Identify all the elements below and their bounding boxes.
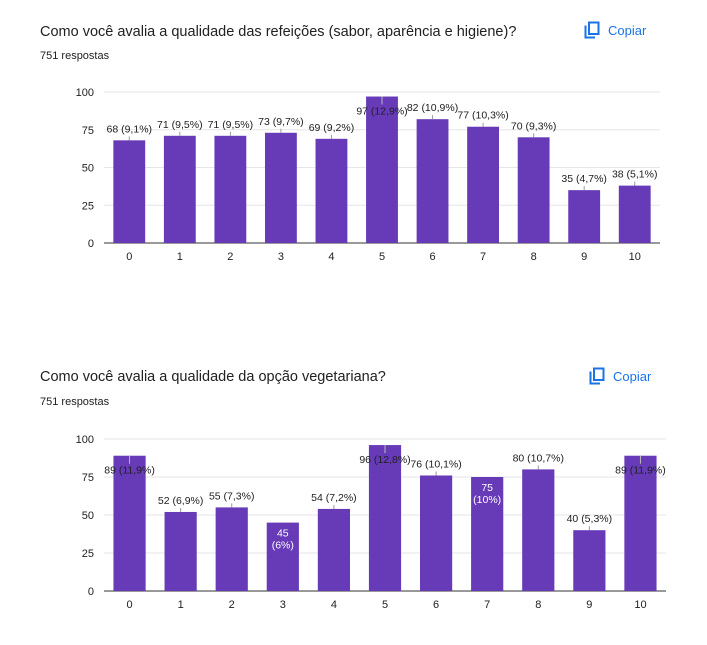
x-tick-label: 2 [227, 251, 233, 263]
bar[interactable] [215, 507, 248, 591]
bar[interactable] [522, 469, 555, 591]
bar[interactable] [618, 185, 651, 243]
y-tick-label: 75 [82, 472, 94, 484]
data-label: 40 (5,3%) [567, 513, 613, 525]
x-tick-label: 4 [331, 599, 337, 611]
x-tick-label: 3 [280, 599, 286, 611]
x-tick-label: 2 [229, 599, 235, 611]
x-tick-label: 8 [535, 599, 541, 611]
x-tick-label: 0 [126, 251, 132, 263]
y-tick-label: 25 [82, 548, 94, 560]
copy-label: Copiar [613, 368, 652, 384]
x-tick-label: 6 [429, 251, 435, 263]
bar[interactable] [467, 126, 500, 243]
y-tick-label: 0 [88, 238, 94, 250]
bar[interactable] [568, 190, 601, 243]
data-label: 70 (9,3%) [511, 120, 557, 132]
x-tick-label: 1 [177, 251, 183, 263]
y-tick-label: 50 [82, 163, 94, 175]
bar[interactable] [317, 508, 351, 591]
data-label: 45 [277, 528, 289, 540]
question-title: Como você avalia a qualidade das refeiçõ… [40, 24, 517, 40]
data-label: 55 (7,3%) [209, 490, 255, 502]
data-label: 35 (4,7%) [561, 173, 607, 185]
bar[interactable] [214, 135, 247, 243]
bar[interactable] [517, 137, 550, 243]
y-tick-label: 25 [82, 200, 94, 212]
x-tick-label: 10 [634, 599, 646, 611]
question-title: Como você avalia a qualidade da opção ve… [40, 369, 386, 385]
data-label: 97 (12,9%) [356, 106, 407, 118]
bar[interactable] [419, 475, 453, 591]
x-tick-label: 3 [278, 251, 284, 263]
copy-label: Copiar [608, 22, 647, 38]
x-tick-label: 10 [629, 251, 641, 263]
data-label: 52 (6,9%) [158, 495, 204, 507]
bar[interactable] [264, 132, 297, 243]
copy-button[interactable]: Copiar [584, 21, 646, 39]
y-tick-label: 50 [82, 510, 94, 522]
data-label: 89 (11,9%) [615, 465, 666, 477]
question-card-1: Como você avalia a qualidade das refeiçõ… [0, 0, 707, 300]
x-tick-label: 5 [379, 251, 385, 263]
copy-button[interactable]: Copiar [589, 367, 651, 385]
bar[interactable] [368, 445, 402, 591]
bar[interactable] [113, 455, 146, 591]
copy-icon [589, 367, 605, 385]
data-label: 54 (7,2%) [311, 492, 357, 504]
data-label: 76 (10,1%) [410, 458, 461, 470]
bar[interactable] [624, 455, 657, 591]
copy-icon [584, 21, 600, 39]
data-label-pct: (6%) [272, 540, 294, 552]
bar[interactable] [315, 138, 348, 243]
data-label-pct: (10%) [473, 494, 501, 506]
x-tick-label: 6 [433, 599, 439, 611]
response-count: 751 respostas [40, 50, 110, 62]
data-label: 71 (9,5%) [208, 119, 254, 131]
x-tick-label: 5 [382, 599, 388, 611]
data-label: 69 (9,2%) [309, 122, 355, 134]
y-tick-label: 0 [88, 586, 94, 598]
x-tick-label: 8 [531, 251, 537, 263]
bar[interactable] [163, 135, 196, 243]
data-label: 89 (11,9%) [104, 465, 155, 477]
data-label: 38 (5,1%) [612, 169, 658, 181]
y-tick-label: 100 [76, 434, 94, 446]
bar[interactable] [164, 511, 197, 591]
bar[interactable] [266, 522, 299, 591]
data-label: 71 (9,5%) [157, 119, 203, 131]
response-count: 751 respostas [40, 396, 110, 408]
x-tick-label: 0 [126, 599, 132, 611]
y-tick-label: 100 [76, 87, 94, 99]
x-tick-label: 7 [484, 599, 490, 611]
data-label: 77 (10,3%) [457, 110, 508, 122]
bar[interactable] [366, 96, 398, 243]
x-tick-label: 7 [480, 251, 486, 263]
x-tick-label: 1 [178, 599, 184, 611]
data-label: 96 (12,8%) [359, 454, 410, 466]
bar[interactable] [416, 119, 449, 243]
x-tick-label: 9 [586, 599, 592, 611]
data-label: 68 (9,1%) [107, 123, 153, 135]
bar[interactable] [573, 530, 606, 591]
x-tick-label: 4 [328, 251, 334, 263]
data-label: 80 (10,7%) [513, 452, 564, 464]
bar[interactable] [471, 477, 504, 591]
data-label: 73 (9,7%) [258, 116, 304, 128]
bar[interactable] [113, 140, 146, 243]
y-tick-label: 75 [82, 125, 94, 137]
data-label: 82 (10,9%) [407, 102, 458, 114]
x-tick-label: 9 [581, 251, 587, 263]
data-label: 75 [481, 482, 493, 494]
